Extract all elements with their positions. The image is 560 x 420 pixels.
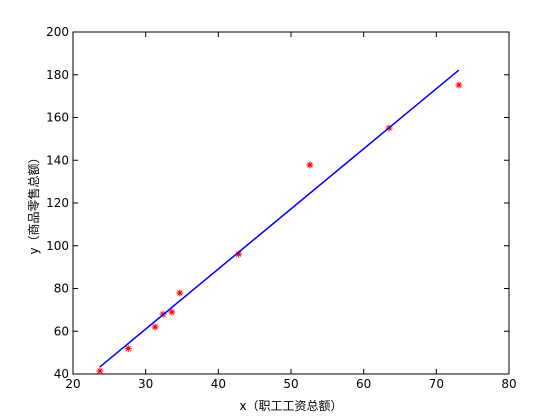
- y-tick-label: 120: [46, 196, 69, 210]
- data-point: [124, 345, 132, 353]
- x-axis-label: x（职工工资总额）: [239, 399, 342, 413]
- fit-line: [99, 69, 460, 368]
- data-point: [176, 289, 184, 297]
- x-tick-label: 50: [283, 377, 298, 391]
- data-point: [306, 161, 314, 169]
- data-point: [455, 81, 463, 89]
- y-tick-label: 140: [46, 153, 69, 167]
- y-tick-label: 200: [46, 25, 69, 39]
- data-point: [235, 250, 243, 258]
- x-tick-label: 20: [65, 377, 80, 391]
- y-tick-label: 40: [54, 367, 69, 381]
- y-tick-label: 100: [46, 239, 69, 253]
- y-tick-label: 60: [54, 324, 69, 338]
- data-point: [96, 367, 104, 375]
- y-tick-label: 180: [46, 68, 69, 82]
- y-tick-label: 160: [46, 111, 69, 125]
- y-axis-label: y（商品零售总额）: [26, 151, 41, 254]
- y-tick-label: 80: [54, 282, 69, 296]
- data-point: [168, 308, 176, 316]
- x-tick-label: 60: [356, 377, 371, 391]
- x-tick-label: 80: [501, 377, 516, 391]
- x-tick-label: 70: [429, 377, 444, 391]
- x-tick-label: 40: [211, 377, 226, 391]
- data-point: [151, 323, 159, 331]
- x-tick-label: 30: [138, 377, 153, 391]
